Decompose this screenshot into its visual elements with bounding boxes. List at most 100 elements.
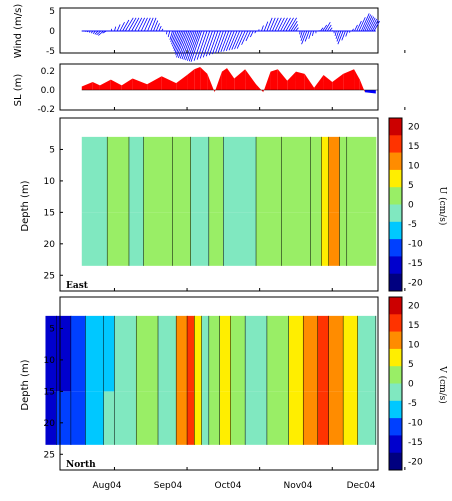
wind-stick [299,30,303,38]
wind-stick [166,30,168,35]
east-colorbar-label: U (cm/s) [437,187,448,226]
wind-stick [181,30,193,60]
wind-stick [140,17,148,32]
colorbar-swatch [389,331,402,350]
wind-stick [288,17,297,32]
wind-stick [274,17,282,32]
wind-stick [96,30,102,36]
wind-stick [172,30,181,49]
colorbar-swatch [389,366,402,384]
field-cell-shallow [114,315,137,392]
field-cell-shallow [45,315,57,392]
wind-stick [320,27,324,32]
wind-stick [370,18,378,32]
wind-stick [329,27,333,32]
field-cell-deep [245,391,268,445]
field-cell-deep [328,212,341,266]
north-axes-frame [59,296,379,471]
east-ylabel: Depth (m) [20,180,31,231]
sea-level-segment [132,78,148,90]
field-cell-shallow [223,136,257,213]
colorbar-swatch [389,204,402,223]
wind-stick [173,30,182,51]
wind-stick [292,24,299,32]
wind-stick [102,30,107,34]
field-cell-shallow [56,315,72,392]
wind-axes-frame [59,7,379,54]
north-colorbar: 20 15 10 5 0 -5 -10 -15 -20 [388,296,423,471]
field-cell-deep [194,391,203,445]
field-cell-shallow [194,315,203,392]
colorbar-swatch [389,273,402,292]
sea-level-segment [194,67,201,90]
sea-level-segment [99,79,111,90]
field-cell-shallow [303,315,319,392]
sea-level-segment [161,76,177,90]
colorbar-tick-label: -20 [408,278,423,288]
wind-stick [161,28,164,32]
field-cell-deep [56,391,72,445]
wind-stick [225,30,235,51]
colorbar-frame [388,117,403,292]
wind-stick [174,30,184,54]
wind-stick [304,30,310,42]
sea-level-segment [245,69,257,90]
field-cell-deep [172,212,192,266]
field-cell-shallow [158,315,177,392]
wind-stick [91,30,94,34]
field-cell-shallow [107,136,130,213]
depth-tick-label: 15 [44,208,55,218]
field-cell-shallow [143,136,174,213]
field-cell-shallow [346,136,377,213]
wind-stick [119,22,125,32]
east-axes-frame [59,117,379,292]
field-cell-deep [310,212,322,266]
colorbar-tick-label: 20 [408,302,420,312]
field-cell-shallow [343,315,359,392]
colorbar-swatch [389,383,402,402]
wind-stick [150,17,157,32]
wind-stick [277,17,285,32]
sea-level-segment [287,71,296,90]
wind-stick [193,30,205,61]
wind-stick [153,20,159,32]
colorbar-tick-label: 5 [408,360,414,370]
wind-stick [295,27,299,32]
wind-stick [199,30,211,59]
wind-stick [171,30,177,45]
colorbar-frame [388,296,403,471]
field-cell-deep [81,212,108,266]
wind-stick [176,30,188,58]
field-cell-deep [339,212,348,266]
field-cell-deep [230,391,246,445]
wind-stick [290,20,298,32]
depth-tick-label: 15 [44,387,55,397]
colorbar-tick-label: 15 [408,142,419,152]
field-cell-shallow [176,315,188,392]
wind-stick [356,20,362,32]
north-velocity-field [45,315,377,445]
wind-stick [92,30,96,35]
colorbar-tick-label: 10 [408,341,420,351]
wind-stick [128,17,137,32]
sea-level-area [81,67,378,94]
field-cell-shallow [230,315,246,392]
sea-level-panel: 0.2 0.0 -0.2 SL (m) [13,63,379,115]
sea-level-segment [364,90,376,94]
sea-level-segment [110,79,122,90]
sea-level-segment [263,71,271,93]
field-cell-shallow [266,315,290,392]
colorbar-tick-label: 15 [408,321,419,331]
field-cell-shallow [256,136,282,213]
sea-level-segment [277,69,288,90]
colorbar-swatch [389,452,402,471]
wind-sticks [81,13,380,62]
east-panel: East 5 10 15 20 25 Depth (m) [20,117,379,292]
field-cell-deep [317,391,330,445]
colorbar-tick-label: 0 [408,201,414,211]
field-cell-deep [357,391,377,445]
sea-level-segment [214,71,222,93]
wind-stick [334,30,337,37]
wind-stick [301,30,308,45]
field-cell-deep [107,212,130,266]
